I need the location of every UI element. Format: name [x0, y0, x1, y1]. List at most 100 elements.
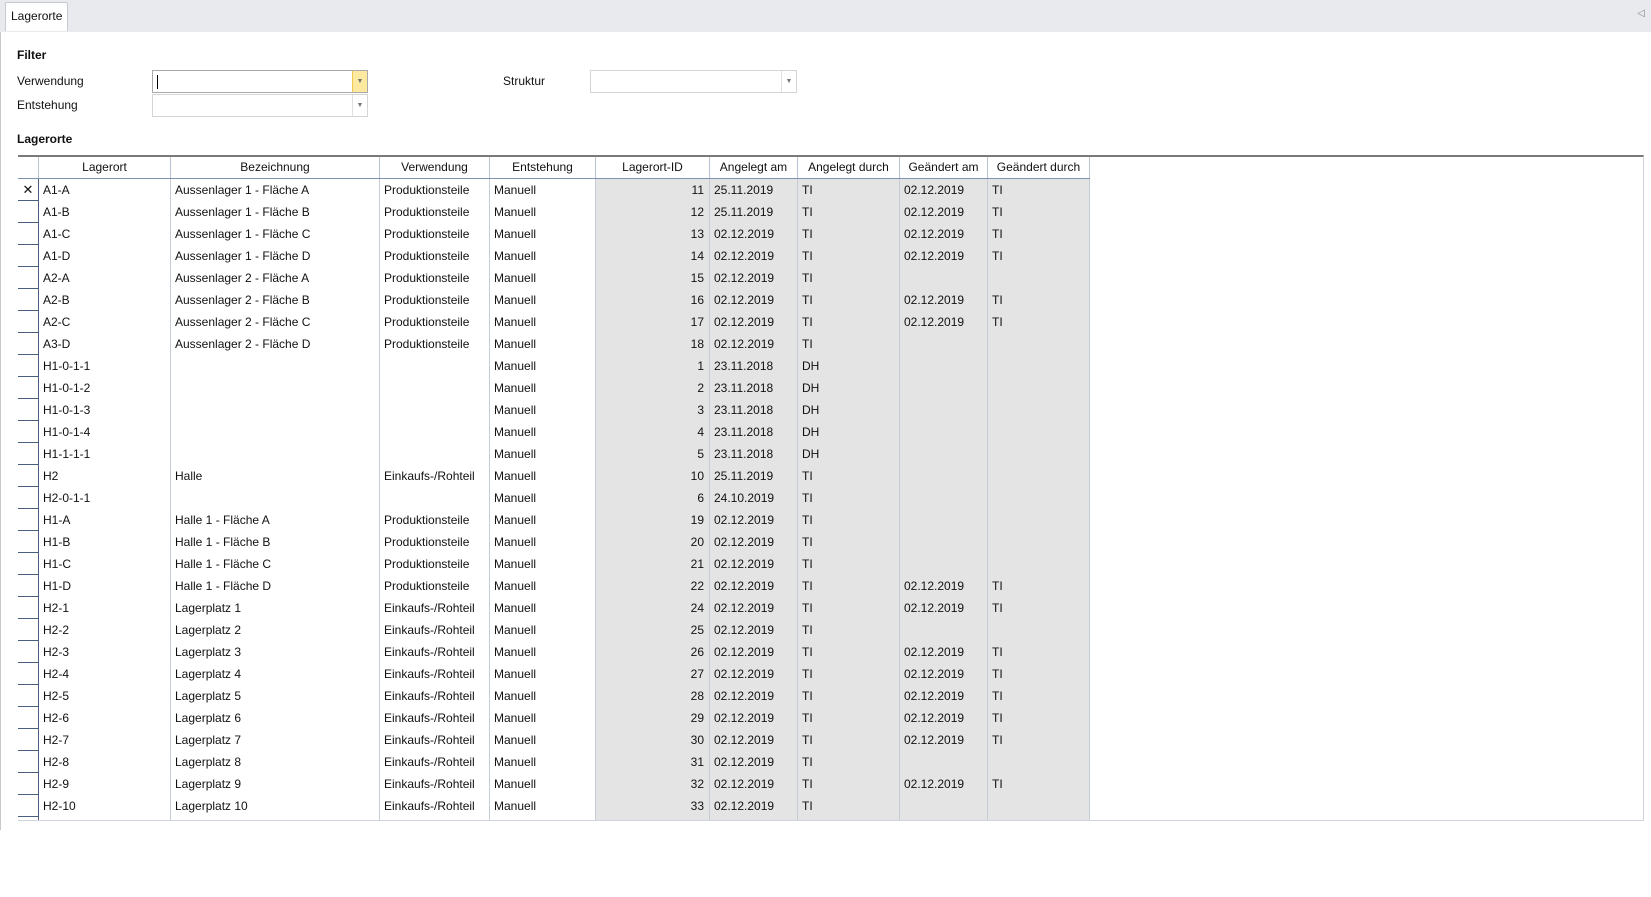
table-row[interactable]: H1-1-1-1 Manuell 5 23.11.2018 DH — [18, 443, 1090, 465]
cell-entstehung[interactable]: Manuell — [490, 795, 596, 817]
cell-verwendung[interactable] — [380, 421, 490, 443]
cell-lagerort[interactable]: H1-D — [39, 575, 171, 597]
cell-bezeichnung[interactable]: Halle — [171, 465, 380, 487]
cell-entstehung[interactable]: Manuell — [490, 399, 596, 421]
cell-entstehung[interactable]: Manuell — [490, 289, 596, 311]
row-selector[interactable] — [18, 421, 39, 443]
cell-verwendung[interactable]: Einkaufs-/Rohteil — [380, 685, 490, 707]
cell-angelegt-am[interactable]: 02.12.2019 — [710, 553, 798, 575]
table-row[interactable]: H1-A Halle 1 - Fläche A Produktionsteile Ma… — [18, 509, 1090, 531]
cell-bezeichnung[interactable]: Lagerplatz 5 — [171, 685, 380, 707]
cell-angelegt-durch[interactable]: TI — [798, 245, 900, 267]
row-selector[interactable] — [18, 795, 39, 817]
cell-angelegt-durch[interactable]: TI — [798, 289, 900, 311]
table-row[interactable]: A1-C Aussenlager 1 - Fläche C Produktionst… — [18, 223, 1090, 245]
cell-bezeichnung[interactable]: Aussenlager 1 - Fläche C — [171, 223, 380, 245]
cell-verwendung[interactable] — [380, 377, 490, 399]
cell-verwendung[interactable]: Einkaufs-/Rohteil — [380, 465, 490, 487]
cell-angelegt-durch[interactable]: TI — [798, 311, 900, 333]
cell-lagerort-id[interactable]: 14 — [596, 245, 710, 267]
cell-angelegt-am[interactable]: 02.12.2019 — [710, 509, 798, 531]
cell-geaendert-durch[interactable] — [988, 531, 1090, 553]
cell-entstehung[interactable]: Manuell — [490, 751, 596, 773]
cell-geaendert-durch[interactable]: TI — [988, 729, 1090, 751]
cell-geaendert-durch[interactable]: TI — [988, 773, 1090, 795]
cell-angelegt-durch[interactable]: TI — [798, 201, 900, 223]
row-selector[interactable] — [18, 773, 39, 795]
row-selector[interactable] — [18, 553, 39, 575]
row-selector[interactable] — [18, 223, 39, 245]
entstehung-dropdown[interactable]: ▼ — [152, 94, 368, 117]
cell-geaendert-durch[interactable] — [988, 553, 1090, 575]
cell-angelegt-am[interactable]: 02.12.2019 — [710, 333, 798, 355]
cell-lagerort[interactable]: H2 — [39, 465, 171, 487]
cell-lagerort[interactable]: H1-1-1-1 — [39, 443, 171, 465]
cell-geaendert-durch[interactable] — [988, 619, 1090, 641]
cell-lagerort-id[interactable]: 1 — [596, 355, 710, 377]
cell-bezeichnung[interactable]: Halle 1 - Fläche D — [171, 575, 380, 597]
cell-verwendung[interactable]: Produktionsteile — [380, 333, 490, 355]
cell-verwendung[interactable] — [380, 355, 490, 377]
cell-geaendert-am[interactable]: 02.12.2019 — [900, 179, 988, 201]
cell-angelegt-durch[interactable]: TI — [798, 223, 900, 245]
cell-angelegt-am[interactable]: 02.12.2019 — [710, 663, 798, 685]
table-row[interactable]: H2-1 Lagerplatz 1 Einkaufs-/Rohteil Manuell… — [18, 597, 1090, 619]
cell-lagerort[interactable]: H2-2 — [39, 619, 171, 641]
cell-lagerort-id[interactable]: 12 — [596, 201, 710, 223]
cell-verwendung[interactable] — [380, 443, 490, 465]
cell-geaendert-am[interactable]: 02.12.2019 — [900, 663, 988, 685]
row-selector[interactable] — [18, 399, 39, 421]
table-row[interactable]: A2-C Aussenlager 2 - Fläche C Produktionst… — [18, 311, 1090, 333]
cell-entstehung[interactable]: Manuell — [490, 553, 596, 575]
cell-bezeichnung[interactable]: Halle 1 - Fläche C — [171, 553, 380, 575]
cell-lagerort-id[interactable]: 3 — [596, 399, 710, 421]
cell-geaendert-durch[interactable] — [988, 751, 1090, 773]
cell-verwendung[interactable]: Einkaufs-/Rohteil — [380, 641, 490, 663]
cell-geaendert-durch[interactable]: TI — [988, 641, 1090, 663]
cell-lagerort[interactable]: A3-D — [39, 333, 171, 355]
cell-verwendung[interactable] — [380, 817, 490, 820]
cell-geaendert-am[interactable]: 02.12.2019 — [900, 223, 988, 245]
cell-entstehung[interactable]: Manuell — [490, 597, 596, 619]
cell-geaendert-am[interactable]: 02.12.2019 — [900, 641, 988, 663]
column-header-6[interactable]: Angelegt am — [710, 157, 798, 178]
cell-lagerort-id[interactable] — [596, 817, 710, 820]
cell-entstehung[interactable]: Manuell — [490, 355, 596, 377]
collapse-arrow-icon[interactable]: ◁ — [1637, 8, 1645, 19]
cell-verwendung[interactable]: Einkaufs-/Rohteil — [380, 729, 490, 751]
cell-entstehung[interactable]: Manuell — [490, 619, 596, 641]
row-selector[interactable] — [18, 289, 39, 311]
cell-geaendert-am[interactable] — [900, 751, 988, 773]
cell-verwendung[interactable]: Produktionsteile — [380, 223, 490, 245]
column-header-4[interactable]: Entstehung — [490, 157, 596, 178]
table-row[interactable]: H2-3 Lagerplatz 3 Einkaufs-/Rohteil Manuell… — [18, 641, 1090, 663]
cell-geaendert-am[interactable] — [900, 531, 988, 553]
cell-entstehung[interactable]: Manuell — [490, 773, 596, 795]
cell-geaendert-durch[interactable]: TI — [988, 179, 1090, 201]
cell-entstehung[interactable]: Manuell — [490, 465, 596, 487]
cell-bezeichnung[interactable] — [171, 817, 380, 820]
cell-geaendert-durch[interactable] — [988, 333, 1090, 355]
cell-lagerort-id[interactable]: 20 — [596, 531, 710, 553]
cell-bezeichnung[interactable]: Aussenlager 1 - Fläche B — [171, 201, 380, 223]
cell-entstehung[interactable]: Manuell — [490, 531, 596, 553]
cell-angelegt-am[interactable]: 02.12.2019 — [710, 751, 798, 773]
lagerorte-grid[interactable]: Lagerort Bezeichnung Verwendung Entstehung L… — [18, 155, 1644, 821]
cell-geaendert-durch[interactable]: TI — [988, 201, 1090, 223]
cell-geaendert-durch[interactable]: TI — [988, 685, 1090, 707]
cell-lagerort-id[interactable]: 2 — [596, 377, 710, 399]
cell-lagerort[interactable]: H1-0-1-3 — [39, 399, 171, 421]
cell-lagerort[interactable]: H2-8 — [39, 751, 171, 773]
cell-entstehung[interactable]: Manuell — [490, 223, 596, 245]
table-row[interactable]: A1-D Aussenlager 1 - Fläche D Produktionst… — [18, 245, 1090, 267]
row-selector[interactable] — [18, 311, 39, 333]
verwendung-dropdown[interactable]: ▼ — [152, 70, 368, 93]
table-row[interactable]: H1-0-1-4 Manuell 4 23.11.2018 DH — [18, 421, 1090, 443]
cell-lagerort[interactable]: H2-5 — [39, 685, 171, 707]
cell-geaendert-durch[interactable] — [988, 795, 1090, 817]
cell-lagerort[interactable]: H2-10 — [39, 795, 171, 817]
cell-geaendert-durch[interactable] — [988, 443, 1090, 465]
table-row[interactable]: H1-D Halle 1 - Fläche D Produktionsteile Ma… — [18, 575, 1090, 597]
table-row[interactable]: A3-D Aussenlager 2 - Fläche D Produktionst… — [18, 333, 1090, 355]
cell-verwendung[interactable]: Einkaufs-/Rohteil — [380, 795, 490, 817]
